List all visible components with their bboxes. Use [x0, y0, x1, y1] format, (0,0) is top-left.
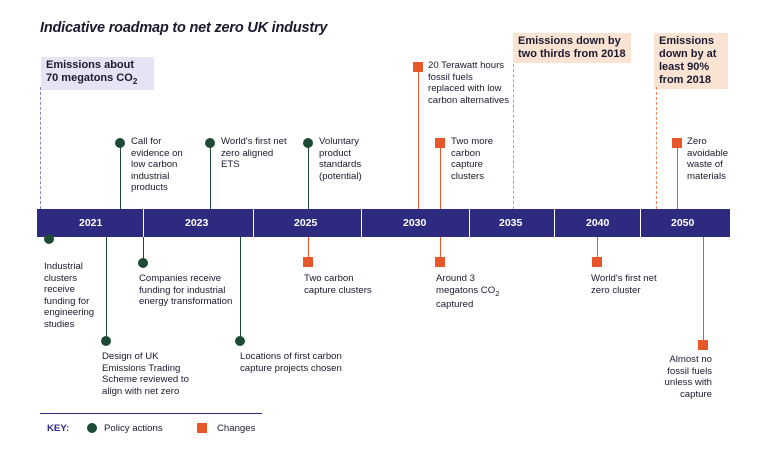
year-2030: 2030 [403, 217, 427, 229]
milestone-label: Two more carbon capture clusters [451, 136, 494, 182]
milestone-label: Two carbon capture clusters [304, 273, 372, 296]
timeline-bar: 2021 2023 2025 2030 2035 2040 2050 [37, 209, 730, 237]
connector [120, 143, 121, 209]
start-dashed-line [40, 87, 41, 209]
policy-action-marker [303, 138, 313, 148]
year-2040: 2040 [586, 217, 610, 229]
milestone-label: World's first net zero aligned ETS [221, 136, 287, 170]
change-marker [303, 257, 313, 267]
policy-action-marker [235, 336, 245, 346]
bar-divider [469, 209, 470, 237]
end-dashed-line [656, 87, 657, 209]
connector [308, 143, 309, 209]
start-emissions-highlight: Emissions about 70 megatons CO2 [41, 57, 154, 91]
change-marker [435, 257, 445, 267]
milestone-label: Industrial clusters receive funding for … [44, 261, 95, 330]
page-title: Indicative roadmap to net zero UK indust… [40, 20, 328, 36]
bar-divider [554, 209, 555, 237]
start-emissions-text: Emissions about 70 megatons CO [46, 59, 135, 84]
milestone-label: Zero avoidable waste of materials [687, 136, 729, 182]
milestone-label: Call for evidence on low carbon industri… [131, 136, 183, 193]
year-2021: 2021 [79, 217, 103, 229]
change-key-marker [197, 423, 207, 433]
key-label: KEY: [47, 423, 70, 434]
milestone-label: 20 Terawatt hours fossil fuels replaced … [428, 60, 510, 106]
start-emissions-subscript: 2 [132, 77, 138, 87]
change-marker [698, 340, 708, 350]
milestone-label: Design of UK Emissions Trading Scheme re… [102, 351, 189, 397]
policy-action-marker [44, 234, 54, 244]
policy-action-key-marker [87, 423, 97, 433]
end-emissions-highlight: Emissions down by at least 90% from 2018 [654, 33, 728, 89]
connector [597, 237, 598, 260]
milestone-label: Voluntary product standards (potential) [319, 136, 362, 182]
connector [440, 143, 441, 209]
connector [308, 237, 309, 260]
bar-divider [143, 209, 144, 237]
change-key-label: Changes [217, 423, 256, 434]
year-2050: 2050 [671, 217, 695, 229]
change-marker [592, 257, 602, 267]
policy-action-key-label: Policy actions [104, 423, 163, 434]
milestone-label-text: captured [436, 298, 474, 310]
connector [418, 67, 419, 209]
milestone-label: World's first net zero cluster [591, 273, 657, 296]
milestone-label: Locations of first carbon capture projec… [240, 351, 342, 374]
connector [210, 143, 211, 209]
year-2023: 2023 [185, 217, 209, 229]
connector [143, 237, 144, 265]
milestone-label: Companies receive funding for industrial… [139, 273, 233, 307]
connector [677, 143, 678, 209]
year-2035: 2035 [499, 217, 523, 229]
milestone-label: Around 3 megatons CO2 captured [436, 273, 508, 310]
milestone-label-text: Around 3 megatons CO [436, 273, 496, 296]
mid-dashed-line [513, 64, 514, 209]
policy-action-marker [205, 138, 215, 148]
change-marker [413, 62, 423, 72]
bar-divider [640, 209, 641, 237]
year-2025: 2025 [294, 217, 318, 229]
policy-action-marker [101, 336, 111, 346]
change-marker [672, 138, 682, 148]
bar-divider [253, 209, 254, 237]
connector [440, 237, 441, 260]
milestone-label-subscript: 2 [495, 288, 500, 298]
key-divider [40, 413, 262, 414]
policy-action-marker [138, 258, 148, 268]
bar-divider [361, 209, 362, 237]
mid-emissions-highlight: Emissions down by two thirds from 2018 [513, 33, 631, 63]
connector [240, 237, 241, 340]
connector [106, 237, 107, 340]
connector [703, 237, 704, 343]
milestone-label: Almost no fossil fuels unless with captu… [664, 354, 712, 400]
policy-action-marker [115, 138, 125, 148]
change-marker [435, 138, 445, 148]
